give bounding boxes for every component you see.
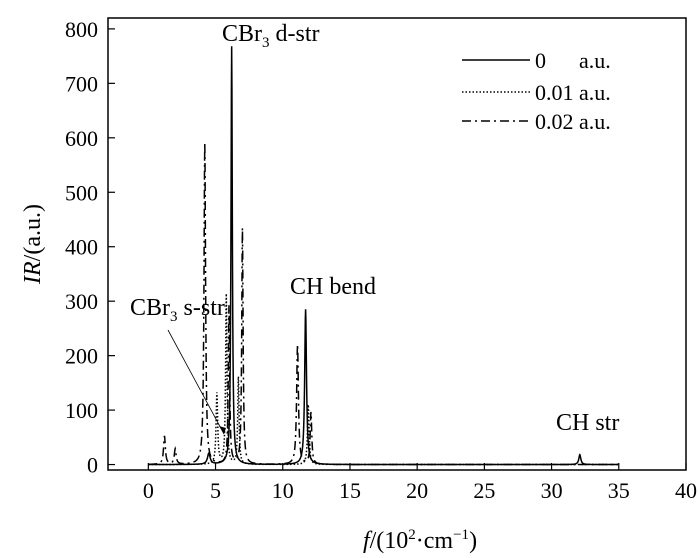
annotation-pointer-arrowhead	[219, 426, 226, 434]
x-axis-ticks: 0 5 10 15 20 25 30 35 40	[143, 463, 697, 503]
y-tick-label: 0	[87, 453, 98, 478]
y-tick-label: 500	[65, 180, 98, 205]
series-layer	[148, 46, 619, 466]
x-tick-label: 10	[272, 478, 294, 503]
x-tick-label: 40	[675, 478, 697, 503]
x-tick-label: 15	[339, 478, 361, 503]
legend: 0 a.u. 0.01 a.u. 0.02 a.u.	[462, 48, 611, 134]
y-tick-label: 600	[65, 126, 98, 151]
legend-label-0: 0 a.u.	[535, 48, 611, 73]
annotation-ch-bend: CH bend	[290, 274, 376, 300]
y-tick-label: 800	[65, 17, 98, 42]
legend-label-1: 0.01 a.u.	[535, 80, 611, 105]
annotation-ch-str: CH str	[556, 410, 619, 436]
annotation-cbr3-d-str: CBr3 d-str	[222, 21, 320, 51]
annotation-pointer-line	[167, 329, 225, 435]
x-tick-label: 30	[541, 478, 563, 503]
y-tick-label: 400	[65, 235, 98, 260]
series-line-2	[148, 142, 619, 466]
y-axis-ticks: 0 100 200 300 400 500 600 700 800	[65, 17, 115, 478]
series-line-1	[148, 293, 619, 466]
x-tick-label: 5	[210, 478, 221, 503]
x-axis-label: f/(102·cm−1)	[363, 527, 477, 554]
legend-label-2: 0.02 a.u.	[535, 109, 611, 134]
x-tick-label: 0	[143, 478, 154, 503]
y-tick-label: 700	[65, 71, 98, 96]
y-tick-label: 200	[65, 344, 98, 369]
y-tick-label: 300	[65, 289, 98, 314]
y-tick-label: 100	[65, 398, 98, 423]
x-tick-label: 25	[473, 478, 495, 503]
y-axis-label: IR/(a.u.)	[20, 204, 46, 285]
x-tick-label: 35	[608, 478, 630, 503]
x-tick-label: 20	[406, 478, 428, 503]
plot-frame	[107, 17, 687, 471]
annotation-cbr3-s-str: CBr3 s-str	[130, 295, 225, 325]
